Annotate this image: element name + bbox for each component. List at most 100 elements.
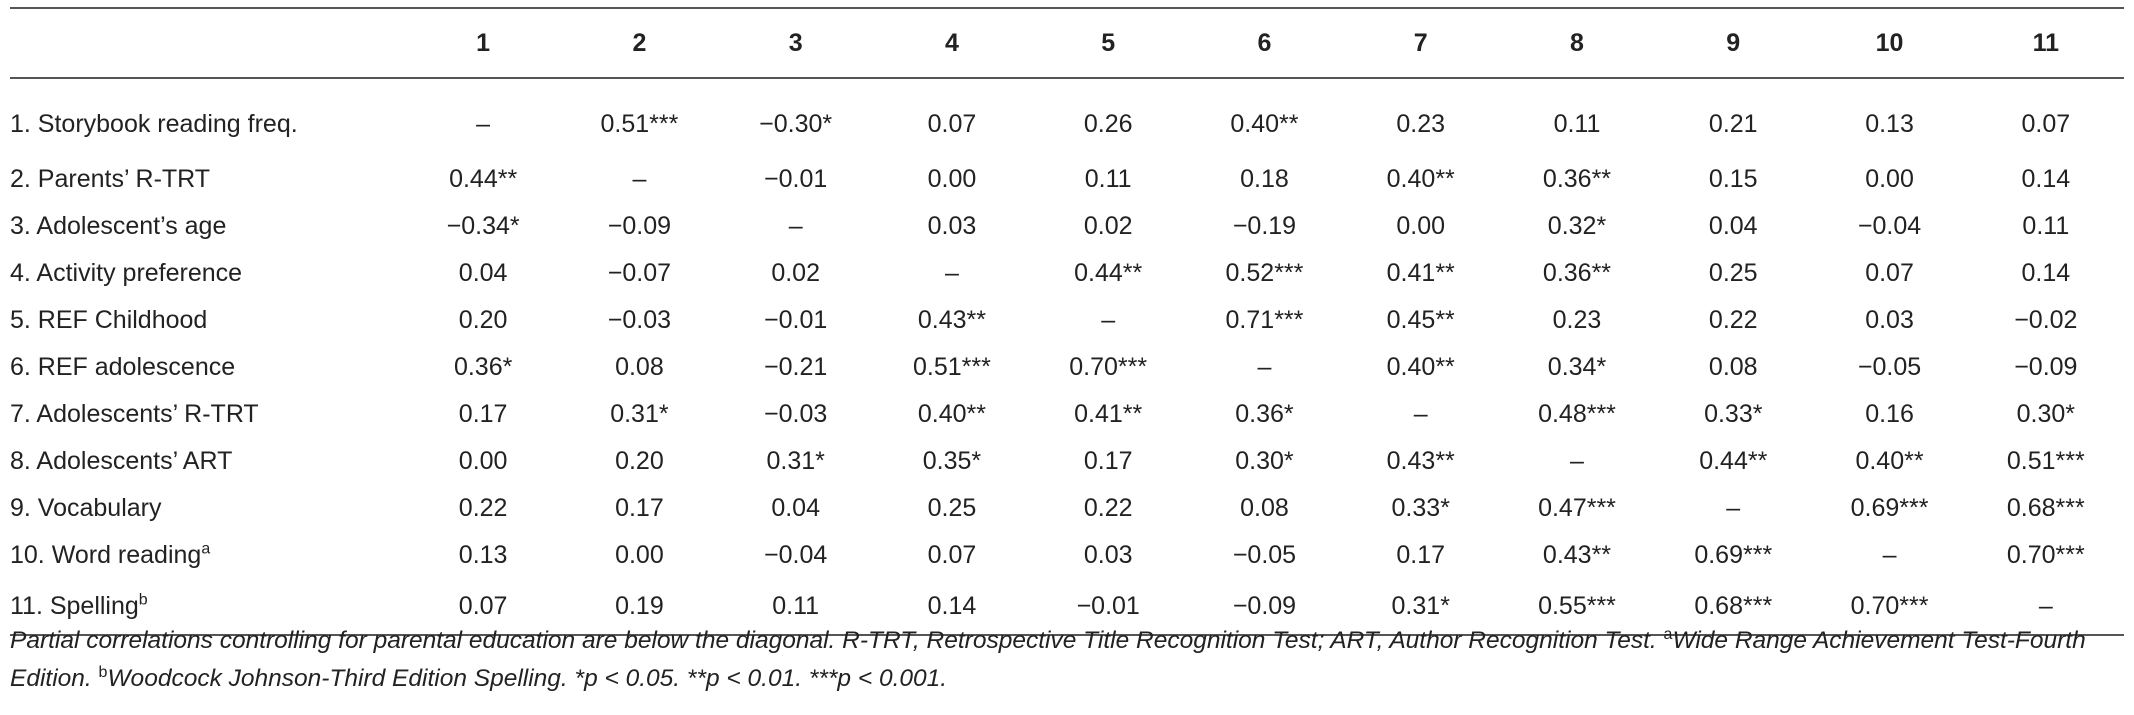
column-header: 6	[1257, 28, 1272, 57]
table-cell: −0.03	[607, 306, 672, 334]
row-label: 5. REF Childhood	[10, 297, 405, 344]
column-header: 4	[944, 28, 959, 57]
table-cell: 0.40**	[1386, 165, 1455, 193]
table-cell: 0.48***	[1538, 400, 1616, 428]
table-footnote: Partial correlations controlling for par…	[10, 622, 2120, 698]
table-figure: 1 2 3 4 5 6 7 8 9 10 11 1. Storybook rea…	[0, 7, 2134, 715]
table-row: 8. Adolescents’ ART 0.00 0.20 0.31* 0.35* 0.1…	[10, 438, 2124, 485]
table-cell: 0.17	[1396, 541, 1446, 569]
row-label-text: 1. Storybook reading freq.	[10, 110, 298, 138]
table-cell: 0.17	[458, 400, 508, 428]
table-cell: –	[788, 212, 803, 240]
table-cell: −0.04	[1857, 212, 1922, 240]
table-cell: −0.19	[1232, 212, 1297, 240]
table-cell: 0.36*	[1235, 400, 1294, 428]
footnote-text: Wide Range Achievement Test-Fourth Editi…	[10, 627, 2086, 692]
table-cell: −0.21	[764, 353, 828, 381]
column-header: 9	[1726, 28, 1741, 57]
table-cell: 0.00	[615, 541, 664, 569]
table-cell: 0.20	[458, 306, 508, 334]
table-cell: 0.30*	[1235, 447, 1294, 475]
table-cell: 0.11	[1084, 165, 1132, 193]
header-row: 1 2 3 4 5 6 7 8 9 10 11	[10, 8, 2124, 78]
table-cell: 0.70***	[2006, 541, 2085, 569]
table-cell: 0.00	[1396, 212, 1446, 240]
table-cell: 0.51***	[600, 110, 679, 138]
table-cell: –	[1726, 494, 1741, 522]
table-cell: 0.47***	[1538, 494, 1616, 522]
table-cell: –	[1413, 400, 1428, 428]
table-cell: 0.51***	[2006, 447, 2085, 475]
table-cell: −0.01	[764, 165, 828, 193]
row-label: 1. Storybook reading freq.	[10, 78, 405, 156]
table-cell: –	[1882, 541, 1897, 569]
table-cell: 0.15	[1708, 165, 1758, 193]
correlation-table: 1 2 3 4 5 6 7 8 9 10 11 1. Storybook rea…	[10, 7, 2124, 636]
table-cell: −0.01	[764, 306, 828, 334]
row-label: 6. REF adolescence	[10, 344, 405, 391]
table-cell: 0.22	[1708, 306, 1758, 334]
row-label: 11. Spellingb	[10, 579, 405, 635]
row-label: 10. Word readinga	[10, 532, 405, 579]
table-cell: 0.40**	[1855, 447, 1924, 475]
row-label-text: 3. Adolescent’s age	[10, 212, 227, 240]
table-row: 11. Spellingb 0.07 0.19 0.11 0.14 −0.01 −0.09 0…	[10, 579, 2124, 635]
table-cell: 0.04	[1708, 212, 1758, 240]
table-cell: –	[2038, 592, 2053, 620]
row-label-text: 5. REF Childhood	[10, 306, 208, 334]
table-cell: 0.30*	[2016, 400, 2076, 428]
table-cell: 0.04	[771, 494, 820, 522]
table-cell: 0.71***	[1225, 306, 1304, 334]
table-cell: 0.03	[1083, 541, 1133, 569]
row-label-text: 11. Spelling	[10, 592, 139, 620]
table-cell: 0.36*	[453, 353, 513, 381]
row-label-text: 4. Activity preference	[10, 259, 243, 287]
table-cell: 0.13	[1865, 110, 1914, 138]
column-header: 7	[1413, 28, 1428, 57]
table-cell: 0.31*	[610, 400, 669, 428]
table-cell: 0.19	[615, 592, 664, 620]
table-cell: 0.45**	[1386, 306, 1455, 334]
table-cell: 0.18	[1240, 165, 1289, 193]
row-label: 2. Parents’ R-TRT	[10, 156, 405, 203]
table-cell: 0.69***	[1850, 494, 1929, 522]
column-header: 2	[632, 28, 647, 57]
row-label-text: 2. Parents’ R-TRT	[10, 165, 211, 193]
table-cell: 0.41**	[1074, 400, 1143, 428]
table-cell: 0.07	[1865, 259, 1914, 287]
table-cell: 0.17	[1083, 447, 1133, 475]
table-cell: 0.14	[2021, 165, 2071, 193]
table-cell: 0.68***	[2006, 494, 2085, 522]
row-label-superscript: b	[138, 591, 148, 609]
table-cell: 0.02	[771, 259, 820, 287]
row-label: 3. Adolescent’s age	[10, 203, 405, 250]
table-cell: 0.26	[1083, 110, 1133, 138]
column-header: 8	[1570, 28, 1584, 57]
table-cell: 0.11	[1553, 110, 1601, 138]
table-cell: 0.04	[458, 259, 508, 287]
table-cell: −0.03	[764, 400, 828, 428]
table-cell: 0.22	[1083, 494, 1133, 522]
table-cell: −0.01	[1076, 592, 1140, 620]
footnote-marker-b: b	[98, 663, 108, 681]
row-label: 9. Vocabulary	[10, 485, 405, 532]
table-cell: 0.11	[772, 592, 820, 620]
table-cell: −0.09	[1232, 592, 1297, 620]
table-row: 10. Word readinga 0.13 0.00 −0.04 0.07 0.03 −0…	[10, 532, 2124, 579]
table-cell: 0.17	[615, 494, 664, 522]
table-cell: 0.51***	[913, 353, 991, 381]
table-cell: 0.33*	[1391, 494, 1450, 522]
table-row: 2. Parents’ R-TRT 0.44** – −0.01 0.00 0.11 0.1…	[10, 156, 2124, 203]
table-cell: 0.20	[615, 447, 664, 475]
column-header: 5	[1101, 28, 1116, 57]
table-cell: −0.02	[2014, 306, 2078, 334]
table-cell: 0.44**	[449, 165, 518, 193]
table-cell: –	[1257, 353, 1272, 381]
table-cell: 0.07	[927, 541, 977, 569]
header-empty-cell	[10, 8, 405, 78]
table-cell: 0.70***	[1850, 592, 1929, 620]
table-cell: –	[1101, 306, 1116, 334]
table-cell: –	[944, 259, 959, 287]
table-cell: 0.03	[927, 212, 977, 240]
table-cell: –	[476, 110, 491, 138]
